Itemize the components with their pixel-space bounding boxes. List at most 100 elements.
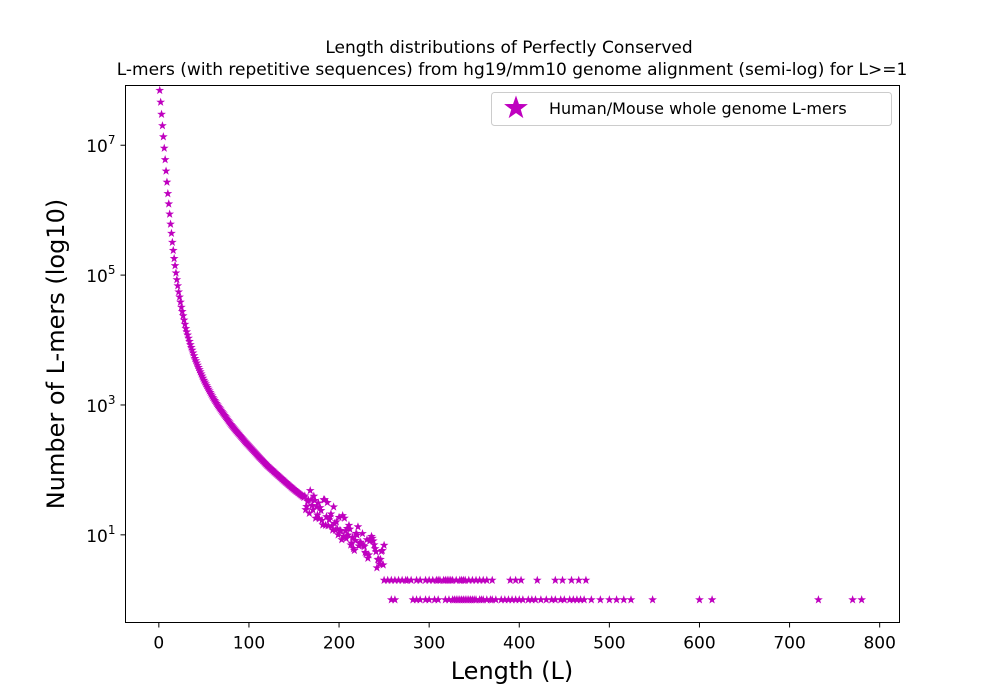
data-point [320, 495, 330, 504]
data-point [507, 595, 517, 604]
data-point [202, 381, 211, 390]
y-tick-label: 105 [86, 263, 115, 287]
data-point [595, 595, 605, 604]
data-point [317, 515, 327, 525]
data-point [478, 595, 488, 604]
data-point [572, 595, 582, 604]
data-point [536, 595, 546, 604]
data-point [308, 505, 318, 514]
data-point [626, 595, 636, 604]
data-point [377, 545, 387, 555]
data-point [358, 528, 367, 538]
data-point [364, 550, 374, 559]
data-point [424, 575, 434, 584]
data-point [349, 543, 358, 553]
data-point [206, 389, 216, 398]
data-point [203, 382, 212, 392]
data-point [547, 595, 557, 604]
data-point [176, 297, 185, 306]
data-point [368, 536, 378, 545]
data-point [322, 497, 332, 507]
data-point [567, 575, 576, 584]
data-point [194, 362, 203, 372]
data-point [187, 345, 197, 354]
data-point [491, 595, 501, 604]
data-point [339, 531, 348, 541]
data-point [171, 268, 181, 277]
data-point [408, 595, 418, 604]
data-point [300, 491, 310, 500]
data-point [204, 384, 213, 393]
y-axis-ticks: 101 103 105 107 [86, 133, 126, 547]
data-point [383, 575, 393, 584]
legend-frame [491, 92, 892, 126]
data-point [165, 209, 175, 218]
data-point [471, 595, 481, 604]
data-point [188, 348, 198, 357]
data-point [390, 595, 400, 604]
data-point [345, 524, 355, 533]
data-point [316, 505, 326, 515]
data-point [315, 503, 325, 512]
data-point [207, 391, 217, 400]
data-point [161, 166, 171, 175]
x-tick-label: 500 [593, 634, 625, 654]
data-point [619, 595, 629, 604]
data-point [359, 541, 369, 551]
data-point [166, 219, 175, 228]
data-point [305, 485, 315, 495]
data-point [322, 512, 331, 521]
data-point [332, 524, 342, 533]
data-point [558, 575, 567, 584]
data-point [460, 575, 470, 584]
data-point [435, 575, 445, 584]
data-point [168, 245, 178, 255]
data-point [532, 575, 542, 584]
data-point [550, 575, 560, 584]
data-point [707, 595, 717, 604]
data-point [191, 356, 201, 365]
data-point [362, 535, 372, 544]
data-point [340, 513, 349, 522]
data-point [378, 560, 388, 569]
data-point [313, 498, 323, 507]
data-point [334, 512, 344, 522]
data-point [695, 595, 704, 604]
data-point [162, 177, 172, 186]
data-point [349, 545, 359, 555]
data-point [369, 540, 379, 549]
data-point [164, 199, 174, 208]
data-point [487, 595, 497, 604]
data-point [556, 595, 566, 604]
x-tick-label: 400 [503, 634, 535, 654]
data-point [586, 595, 596, 604]
data-point [175, 292, 184, 301]
data-point [412, 595, 421, 604]
data-point [326, 509, 336, 518]
data-point [482, 575, 492, 584]
data-point [482, 595, 492, 604]
data-point [158, 121, 167, 130]
data-point [468, 575, 477, 584]
data-point [347, 538, 357, 547]
data-point [574, 575, 584, 584]
data-point [158, 132, 168, 141]
x-tick-label: 300 [413, 634, 445, 654]
data-point [193, 360, 202, 369]
data-point [184, 333, 193, 342]
data-point [386, 595, 396, 604]
data-point [183, 330, 193, 339]
data-point [177, 306, 187, 316]
legend: Human/Mouse whole genome L-mers [491, 92, 892, 126]
data-point [814, 595, 823, 604]
data-point [370, 544, 380, 553]
data-point [312, 501, 321, 511]
data-point [527, 595, 537, 604]
data-point [444, 595, 454, 604]
data-point [379, 540, 389, 550]
x-tick-label: 100 [233, 634, 265, 654]
data-point [167, 237, 177, 247]
x-tick-label: 600 [683, 634, 715, 654]
data-point [198, 373, 208, 382]
data-point [397, 575, 407, 584]
